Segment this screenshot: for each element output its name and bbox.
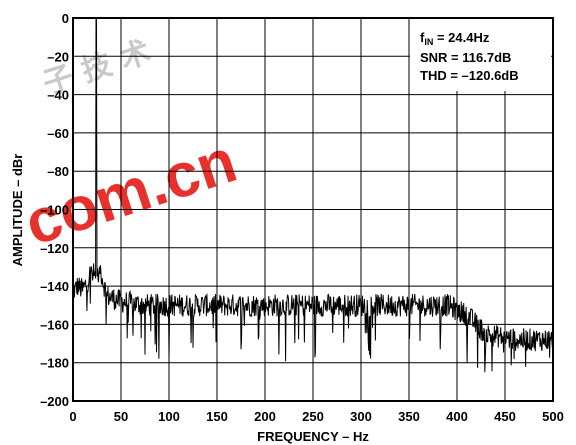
annotation-box: fIN = 24.4Hz SNR = 116.7dB THD = –120.6d… (410, 19, 551, 91)
x-tick-labels: 0 50 100 150 200 250 300 350 400 450 500 (69, 409, 563, 424)
fin-label: fIN = 24.4Hz (420, 30, 490, 47)
x-tick-label: 150 (206, 409, 228, 424)
y-tick-label: –200 (40, 394, 69, 409)
x-axis-label: FREQUENCY – Hz (257, 429, 369, 444)
watermark-text: com.cn (17, 126, 245, 259)
x-tick-label: 450 (494, 409, 516, 424)
x-tick-label: 300 (350, 409, 372, 424)
y-tick-label: –40 (47, 88, 69, 103)
x-tick-label: 350 (398, 409, 420, 424)
y-tick-label: –140 (40, 279, 69, 294)
x-tick-label: 50 (114, 409, 128, 424)
spectrum-line (72, 17, 554, 373)
y-tick-label: 0 (62, 11, 69, 26)
plot-frame (72, 17, 554, 402)
y-axis-label: AMPLITUDE – dBr (10, 154, 25, 267)
x-tick-label: 0 (69, 409, 76, 424)
x-tick-label: 100 (158, 409, 180, 424)
y-tick-label: –60 (47, 126, 69, 141)
x-tick-label: 200 (254, 409, 276, 424)
x-tick-label: 250 (302, 409, 324, 424)
y-tick-label: –100 (40, 203, 69, 218)
y-tick-label: –160 (40, 317, 69, 332)
snr-label: SNR = 116.7dB (420, 50, 511, 65)
y-tick-label: –120 (40, 241, 69, 256)
y-tick-label: –80 (47, 164, 69, 179)
x-tick-label: 500 (542, 409, 564, 424)
y-tick-labels: 0 –20 –40 –60 –80 –100 –120 –140 –160 –180 –200 (40, 11, 69, 409)
watermark: 子 技 术 com.cn (17, 34, 245, 259)
thd-label: THD = –120.6dB (420, 68, 519, 83)
x-tick-label: 400 (446, 409, 468, 424)
y-tick-label: –180 (40, 356, 69, 371)
annotation-box-bg (410, 19, 551, 91)
y-tick-label: –20 (47, 49, 69, 64)
